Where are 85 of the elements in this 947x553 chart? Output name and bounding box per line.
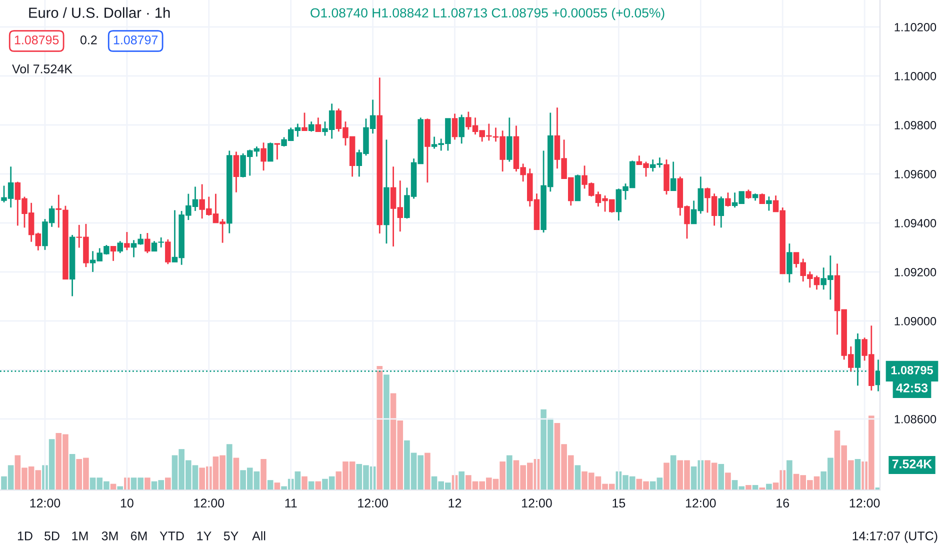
candlestick xyxy=(725,192,731,208)
candlestick xyxy=(718,196,724,228)
bar xyxy=(506,455,512,490)
text: 1D xyxy=(18,532,32,540)
annotation: 1.08795 xyxy=(14,36,59,44)
candlestick xyxy=(267,142,274,162)
x-tick-label: 12:00 xyxy=(850,498,880,508)
candlestick xyxy=(165,238,171,265)
bar xyxy=(144,478,150,490)
y-tick-label: 1.09600 xyxy=(894,170,936,178)
x-tick-label: 12 xyxy=(448,498,462,508)
annotation: Vol 7.524K xyxy=(12,64,72,74)
candlestick xyxy=(766,196,772,212)
text: 1M xyxy=(72,532,88,540)
candlestick xyxy=(759,192,765,204)
bar xyxy=(302,476,308,490)
text: 6M xyxy=(130,532,147,540)
bar xyxy=(718,464,724,490)
y-tick-label: 1.09800 xyxy=(894,120,936,130)
bar xyxy=(786,460,792,490)
bar xyxy=(165,478,171,490)
candlestick xyxy=(260,142,266,172)
bar xyxy=(384,374,390,490)
x-tick-label: 12:00 xyxy=(194,498,224,508)
candlestick xyxy=(452,112,458,140)
candlestick xyxy=(233,150,240,194)
candlestick xyxy=(670,161,676,192)
candlestick xyxy=(274,142,280,160)
text: 1Y xyxy=(197,532,212,540)
x-tick-label: 12:00 xyxy=(30,498,60,508)
y-tick-label: 1.10200 xyxy=(894,22,936,32)
text: 5D xyxy=(44,532,60,540)
y-tick-label: 1.09000 xyxy=(894,316,936,326)
bar xyxy=(226,444,232,490)
candlestick xyxy=(506,116,512,162)
x-tick-label: 12:00 xyxy=(522,498,552,508)
y-tick-label: 1.09400 xyxy=(894,218,936,228)
bar xyxy=(664,462,670,490)
text: 14:17:07 (UTC) xyxy=(852,531,938,543)
text: 42:53 xyxy=(896,384,928,392)
bar xyxy=(766,484,772,490)
bar xyxy=(69,454,76,490)
bar xyxy=(267,480,274,490)
chart-title: Euro / U.S. Dollar · 1h xyxy=(29,7,170,18)
bar xyxy=(725,472,731,490)
text: YTD xyxy=(160,532,184,540)
text: O1.08740 H1.08842 L1.08713 C1.08795 +0.00055 (+0.05%) xyxy=(310,8,664,20)
text: 5Y xyxy=(224,532,238,540)
candlestick xyxy=(302,112,308,132)
text: 7.524K xyxy=(892,460,932,468)
candlestick xyxy=(144,232,150,254)
annotation: 0.2 xyxy=(80,36,97,44)
candlestick xyxy=(110,246,116,262)
candlestick xyxy=(117,240,123,254)
x-tick-label: 15 xyxy=(612,498,626,508)
candlestick xyxy=(315,116,322,132)
bar xyxy=(458,471,465,490)
candlestick xyxy=(308,120,314,132)
x-tick-label: 10 xyxy=(120,498,134,508)
ref-line-label: 1.08795 xyxy=(891,366,934,374)
x-tick-label: 11 xyxy=(285,498,297,508)
candlestick xyxy=(746,188,752,200)
y-tick-label: 1.08600 xyxy=(894,414,936,424)
y-tick-label: 1.10000 xyxy=(894,72,936,80)
x-tick-label: 16 xyxy=(776,498,790,508)
annotation: 1.08797 xyxy=(114,36,158,44)
bar xyxy=(670,455,676,490)
candlestick xyxy=(56,194,62,228)
text: All xyxy=(252,531,266,540)
bar xyxy=(574,465,581,490)
candlestick xyxy=(158,236,164,248)
bar xyxy=(746,485,752,490)
bar xyxy=(233,458,240,490)
candlestick xyxy=(458,114,464,144)
bar xyxy=(260,459,266,490)
x-tick-label: 12:00 xyxy=(686,498,716,508)
candlestick xyxy=(124,231,130,251)
bar xyxy=(854,459,861,490)
y-tick-label: 1.09200 xyxy=(894,268,936,276)
x-tick-label: 12:00 xyxy=(358,498,388,508)
candlestick xyxy=(151,240,158,252)
text: 3M xyxy=(102,532,118,540)
bar xyxy=(376,366,383,490)
candlestick xyxy=(786,242,792,284)
bar xyxy=(424,452,430,490)
